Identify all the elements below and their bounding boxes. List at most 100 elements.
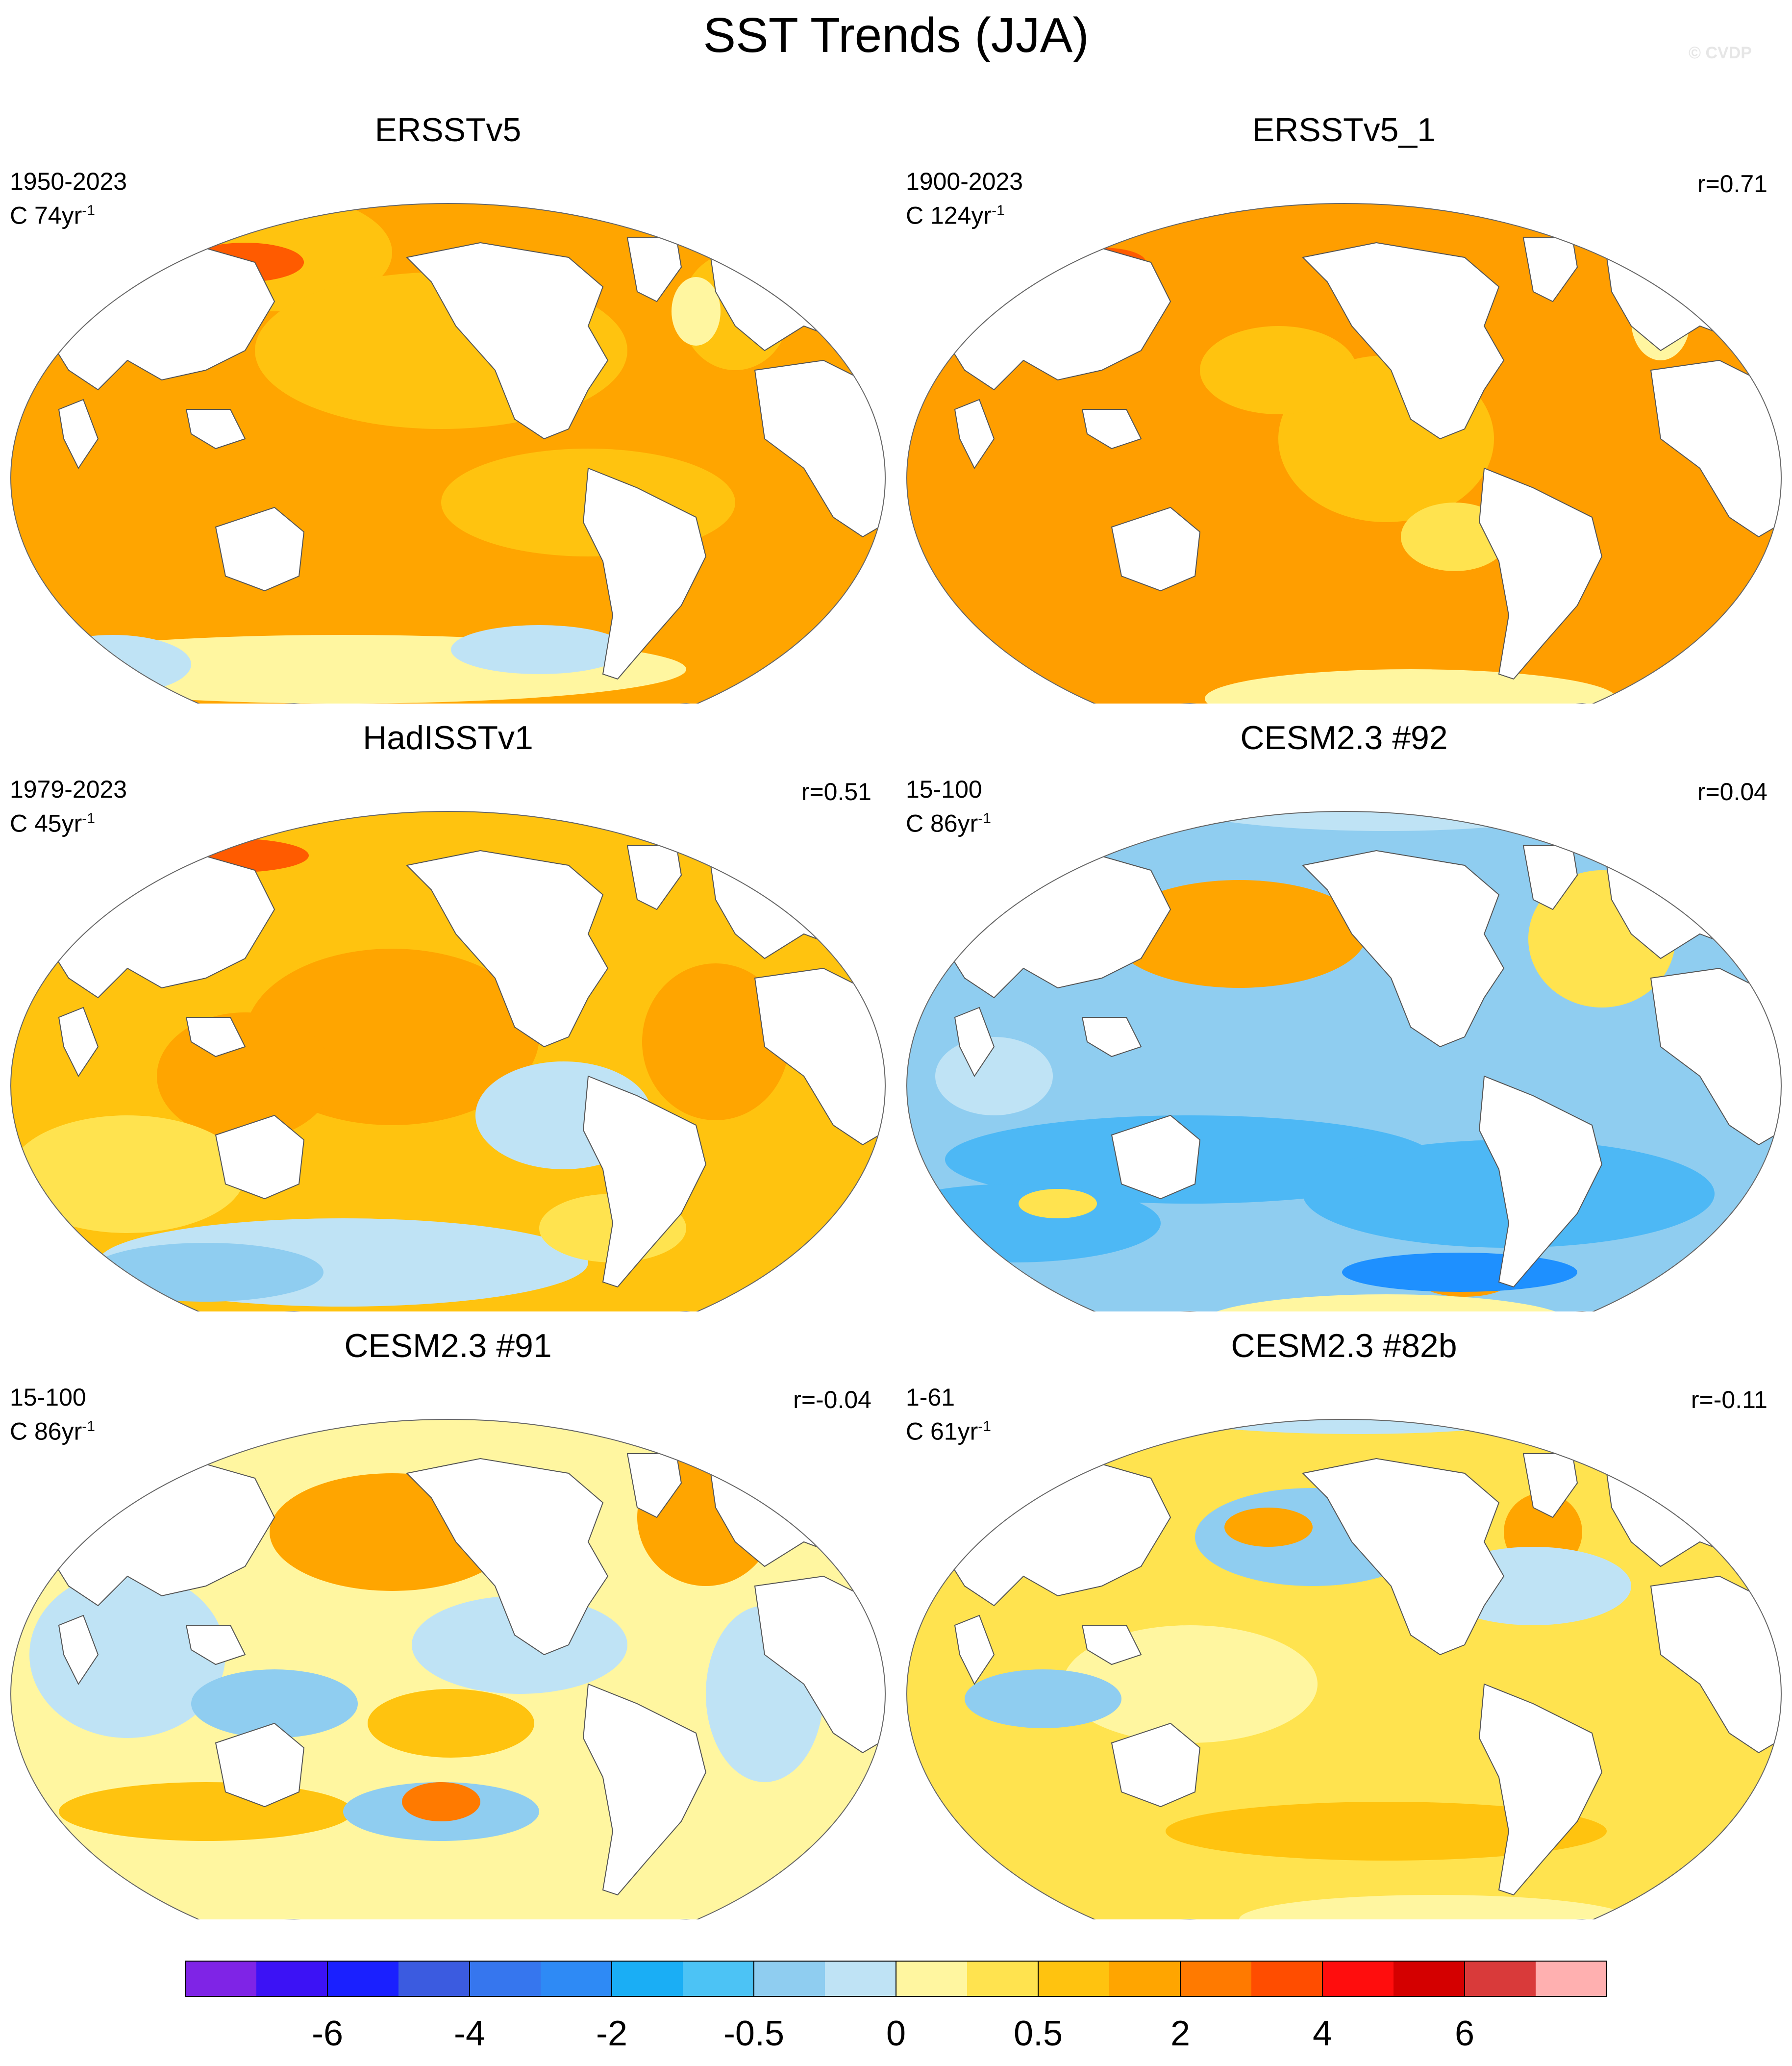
trend-contour bbox=[11, 1115, 245, 1233]
land-mass bbox=[58, 399, 99, 469]
colorbar-swatch bbox=[327, 1961, 399, 1996]
trend-contour bbox=[1019, 1189, 1097, 1218]
map-hadisstv1 bbox=[10, 811, 886, 1311]
colorbar-label: 2 bbox=[1170, 2014, 1190, 2053]
land-mass bbox=[405, 850, 609, 1048]
panel-cesm-92: CESM2.3 #92 15-100 C 86yr-1 r=0.04 bbox=[896, 704, 1792, 1311]
land-mass bbox=[1301, 242, 1505, 440]
land-mass bbox=[1478, 1075, 1603, 1288]
land-mass bbox=[1111, 1114, 1201, 1200]
colorbar-swatch bbox=[754, 1961, 825, 1996]
land-mass bbox=[582, 1683, 707, 1896]
land-mass bbox=[1081, 1625, 1142, 1665]
colorbar-swatch bbox=[612, 1961, 683, 1996]
trend-contour bbox=[1141, 811, 1631, 831]
colorbar-swatch bbox=[1180, 1961, 1252, 1996]
trend-contour bbox=[402, 1782, 480, 1821]
map-field bbox=[907, 811, 1781, 1311]
land-mass bbox=[954, 1007, 995, 1077]
land-mass bbox=[185, 1017, 246, 1058]
colorbar-label: -2 bbox=[596, 2014, 627, 2053]
trend-contour bbox=[1200, 326, 1357, 414]
panel-ersstv5: ERSSTv5 1950-2023 C 74yr-1 bbox=[0, 96, 896, 704]
trend-contour bbox=[157, 1012, 333, 1140]
panel-cesm-82b: CESM2.3 #82b 1-61 C 61yr-1 r=-0.11 bbox=[896, 1311, 1792, 1919]
colorbar-swatch bbox=[1536, 1961, 1607, 1996]
colorbar-label: 6 bbox=[1455, 2014, 1474, 2053]
colorbar-swatch bbox=[1465, 1961, 1536, 1996]
colorbar-label: -6 bbox=[312, 2014, 343, 2053]
trend-contour bbox=[191, 1669, 358, 1738]
colorbar-swatch bbox=[896, 1961, 968, 1996]
correlation-label: r=0.71 bbox=[1697, 170, 1767, 198]
land-mass bbox=[215, 1722, 305, 1808]
land-mass bbox=[58, 1614, 99, 1685]
map-field bbox=[907, 203, 1781, 704]
land-mass bbox=[185, 409, 246, 450]
colorbar-swatch bbox=[1038, 1961, 1110, 1996]
colorbar-swatch bbox=[683, 1961, 754, 1996]
land-mass bbox=[405, 1458, 609, 1656]
correlation-label: r=-0.04 bbox=[793, 1386, 871, 1413]
colorbar-swatch bbox=[1251, 1961, 1323, 1996]
trend-contour bbox=[1342, 1253, 1577, 1292]
panel-cesm-91: CESM2.3 #91 15-100 C 86yr-1 r=-0.04 bbox=[0, 1311, 896, 1919]
trend-contour bbox=[34, 635, 191, 694]
colorbar-swatch bbox=[185, 1961, 257, 1996]
panel-title: ERSSTv5 bbox=[374, 111, 522, 149]
colorbar-label: -4 bbox=[454, 2014, 485, 2053]
page-title: SST Trends (JJA) bbox=[703, 8, 1089, 63]
colorbar-label: 0.5 bbox=[1014, 2014, 1063, 2053]
trend-contour bbox=[1200, 1294, 1572, 1311]
land-mass bbox=[582, 1075, 707, 1288]
land-mass bbox=[954, 1614, 995, 1685]
correlation-label: r=0.04 bbox=[1697, 778, 1767, 806]
land-mass bbox=[582, 467, 707, 680]
colorbar-label: 0 bbox=[886, 2014, 906, 2053]
colorbar-swatch bbox=[967, 1961, 1039, 1996]
trend-contour bbox=[935, 1037, 1053, 1115]
map-field bbox=[11, 1419, 885, 1919]
map-field bbox=[907, 1419, 1781, 1919]
land-mass bbox=[1478, 467, 1603, 680]
colorbar-swatch bbox=[398, 1961, 470, 1996]
colorbar-swatch bbox=[825, 1961, 896, 1996]
colorbar-swatch bbox=[1394, 1961, 1465, 1996]
colorbar-swatch bbox=[1109, 1961, 1181, 1996]
trend-contour bbox=[965, 1669, 1121, 1728]
panel-ersstv5-1: ERSSTv5_1 1900-2023 C 124yr-1 r=0.71 bbox=[896, 96, 1792, 704]
panel-title: CESM2.3 #82b bbox=[1231, 1327, 1457, 1364]
map-field bbox=[11, 811, 885, 1311]
colorbar-swatch bbox=[470, 1961, 541, 1996]
map-outline bbox=[10, 811, 886, 1311]
colorbar-label: -0.5 bbox=[723, 2014, 784, 2053]
map-outline bbox=[10, 203, 886, 704]
trend-contour bbox=[29, 1571, 225, 1738]
period-label: 1-61 C 61yr-1 bbox=[906, 1384, 991, 1445]
panel-hadisstv1: HadISSTv1 1979-2023 C 45yr-1 r=0.51 bbox=[0, 704, 896, 1311]
map-ersstv5 bbox=[10, 203, 886, 704]
land-mass bbox=[1301, 850, 1505, 1048]
period-label: 1900-2023 C 124yr-1 bbox=[906, 168, 1023, 229]
land-mass bbox=[185, 1625, 246, 1665]
panel-title: CESM2.3 #91 bbox=[344, 1327, 552, 1364]
colorbar-swatch bbox=[256, 1961, 328, 1996]
period-label: 15-100 C 86yr-1 bbox=[906, 776, 991, 837]
land-mass bbox=[1301, 1458, 1505, 1656]
period-label: 1950-2023 C 74yr-1 bbox=[10, 168, 127, 229]
period-label: 1979-2023 C 45yr-1 bbox=[10, 776, 127, 837]
credit-text: © CVDP bbox=[1689, 44, 1752, 62]
colorbar: -6 -4 -2 -0.5 0 0.5 2 4 6 bbox=[185, 1961, 1607, 2053]
trend-contour bbox=[1224, 1508, 1313, 1547]
correlation-label: r=-0.11 bbox=[1691, 1386, 1767, 1413]
panel-title: HadISSTv1 bbox=[363, 719, 533, 756]
land-mass bbox=[405, 242, 609, 440]
trend-contour bbox=[1112, 880, 1367, 988]
trend-contour bbox=[1166, 1802, 1607, 1861]
map-outline bbox=[10, 1419, 886, 1919]
land-mass bbox=[215, 1114, 305, 1200]
map-cesm-92 bbox=[906, 811, 1782, 1311]
colorbar-swatch bbox=[1322, 1961, 1394, 1996]
land-mass bbox=[215, 506, 305, 592]
land-mass bbox=[58, 1007, 99, 1077]
